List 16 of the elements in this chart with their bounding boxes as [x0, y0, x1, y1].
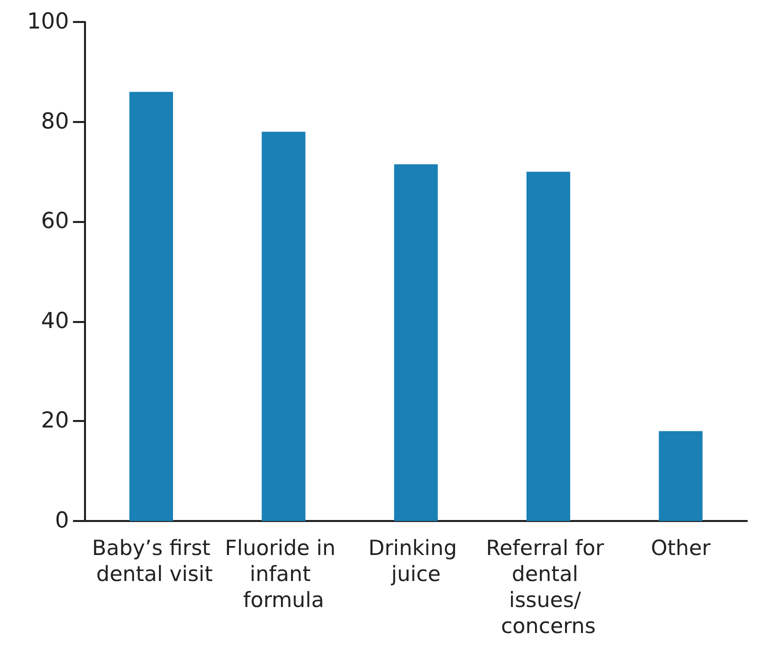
- bar: [526, 172, 570, 521]
- bar: [394, 164, 438, 521]
- bar: [129, 92, 174, 521]
- bar: [262, 132, 306, 521]
- x-tick-label: Referral for dental issues/ concerns: [486, 536, 611, 638]
- y-tick-label: 0: [55, 508, 69, 534]
- y-tick-label: 100: [27, 10, 69, 34]
- x-tick-label: Baby’s first dental visit: [90, 536, 213, 586]
- x-tick-label: Fluoride in infant formula: [224, 536, 342, 612]
- bar: [658, 431, 703, 521]
- x-tick-label: Drinking juice: [368, 536, 464, 586]
- y-tick-label: 60: [41, 209, 69, 234]
- y-tick-label: 20: [41, 408, 69, 434]
- x-tick-label: Other: [650, 536, 711, 560]
- y-tick-label: 80: [41, 109, 69, 134]
- y-tick-label: 40: [41, 308, 69, 334]
